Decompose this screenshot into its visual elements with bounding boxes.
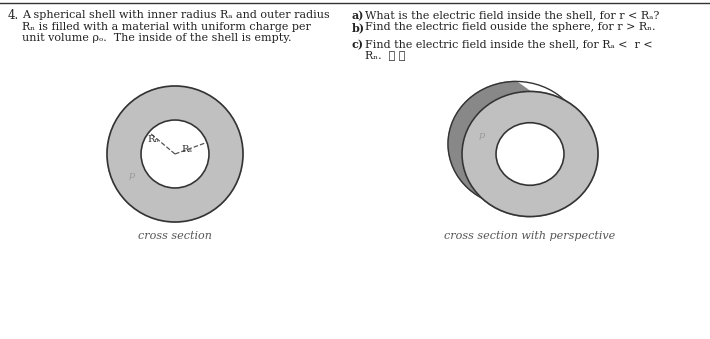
Text: A spherical shell with inner radius Rₐ and outer radius: A spherical shell with inner radius Rₐ a… (22, 10, 329, 20)
Ellipse shape (462, 92, 598, 217)
Text: Rₙ: Rₙ (147, 136, 159, 144)
Text: Find the electric field inside the shell, for Rₐ <  r <: Find the electric field inside the shell… (365, 39, 652, 49)
Text: p: p (479, 132, 485, 140)
Text: cross section with perspective: cross section with perspective (444, 231, 616, 241)
Polygon shape (482, 113, 530, 185)
Text: What is the electric field inside the shell, for r < Rₐ?: What is the electric field inside the sh… (365, 10, 660, 20)
Text: a): a) (352, 10, 364, 21)
Text: Rₙ is filled with a material with uniform charge per: Rₙ is filled with a material with unifor… (22, 21, 311, 32)
Circle shape (107, 86, 243, 222)
Text: cross section: cross section (138, 231, 212, 241)
Text: Rₐ: Rₐ (182, 144, 192, 154)
Text: 4.: 4. (8, 9, 19, 22)
Text: p: p (129, 172, 135, 180)
Text: Find the electric field ouside the sphere, for r > Rₙ.: Find the electric field ouside the spher… (365, 22, 655, 32)
Text: Rₙ.  ❖ ❖: Rₙ. ❖ ❖ (365, 50, 405, 60)
Ellipse shape (496, 123, 564, 185)
Circle shape (141, 120, 209, 188)
Polygon shape (448, 81, 530, 217)
Text: unit volume ρₒ.  The inside of the shell is empty.: unit volume ρₒ. The inside of the shell … (22, 33, 292, 43)
Text: c): c) (352, 39, 364, 50)
Text: b): b) (352, 22, 365, 33)
